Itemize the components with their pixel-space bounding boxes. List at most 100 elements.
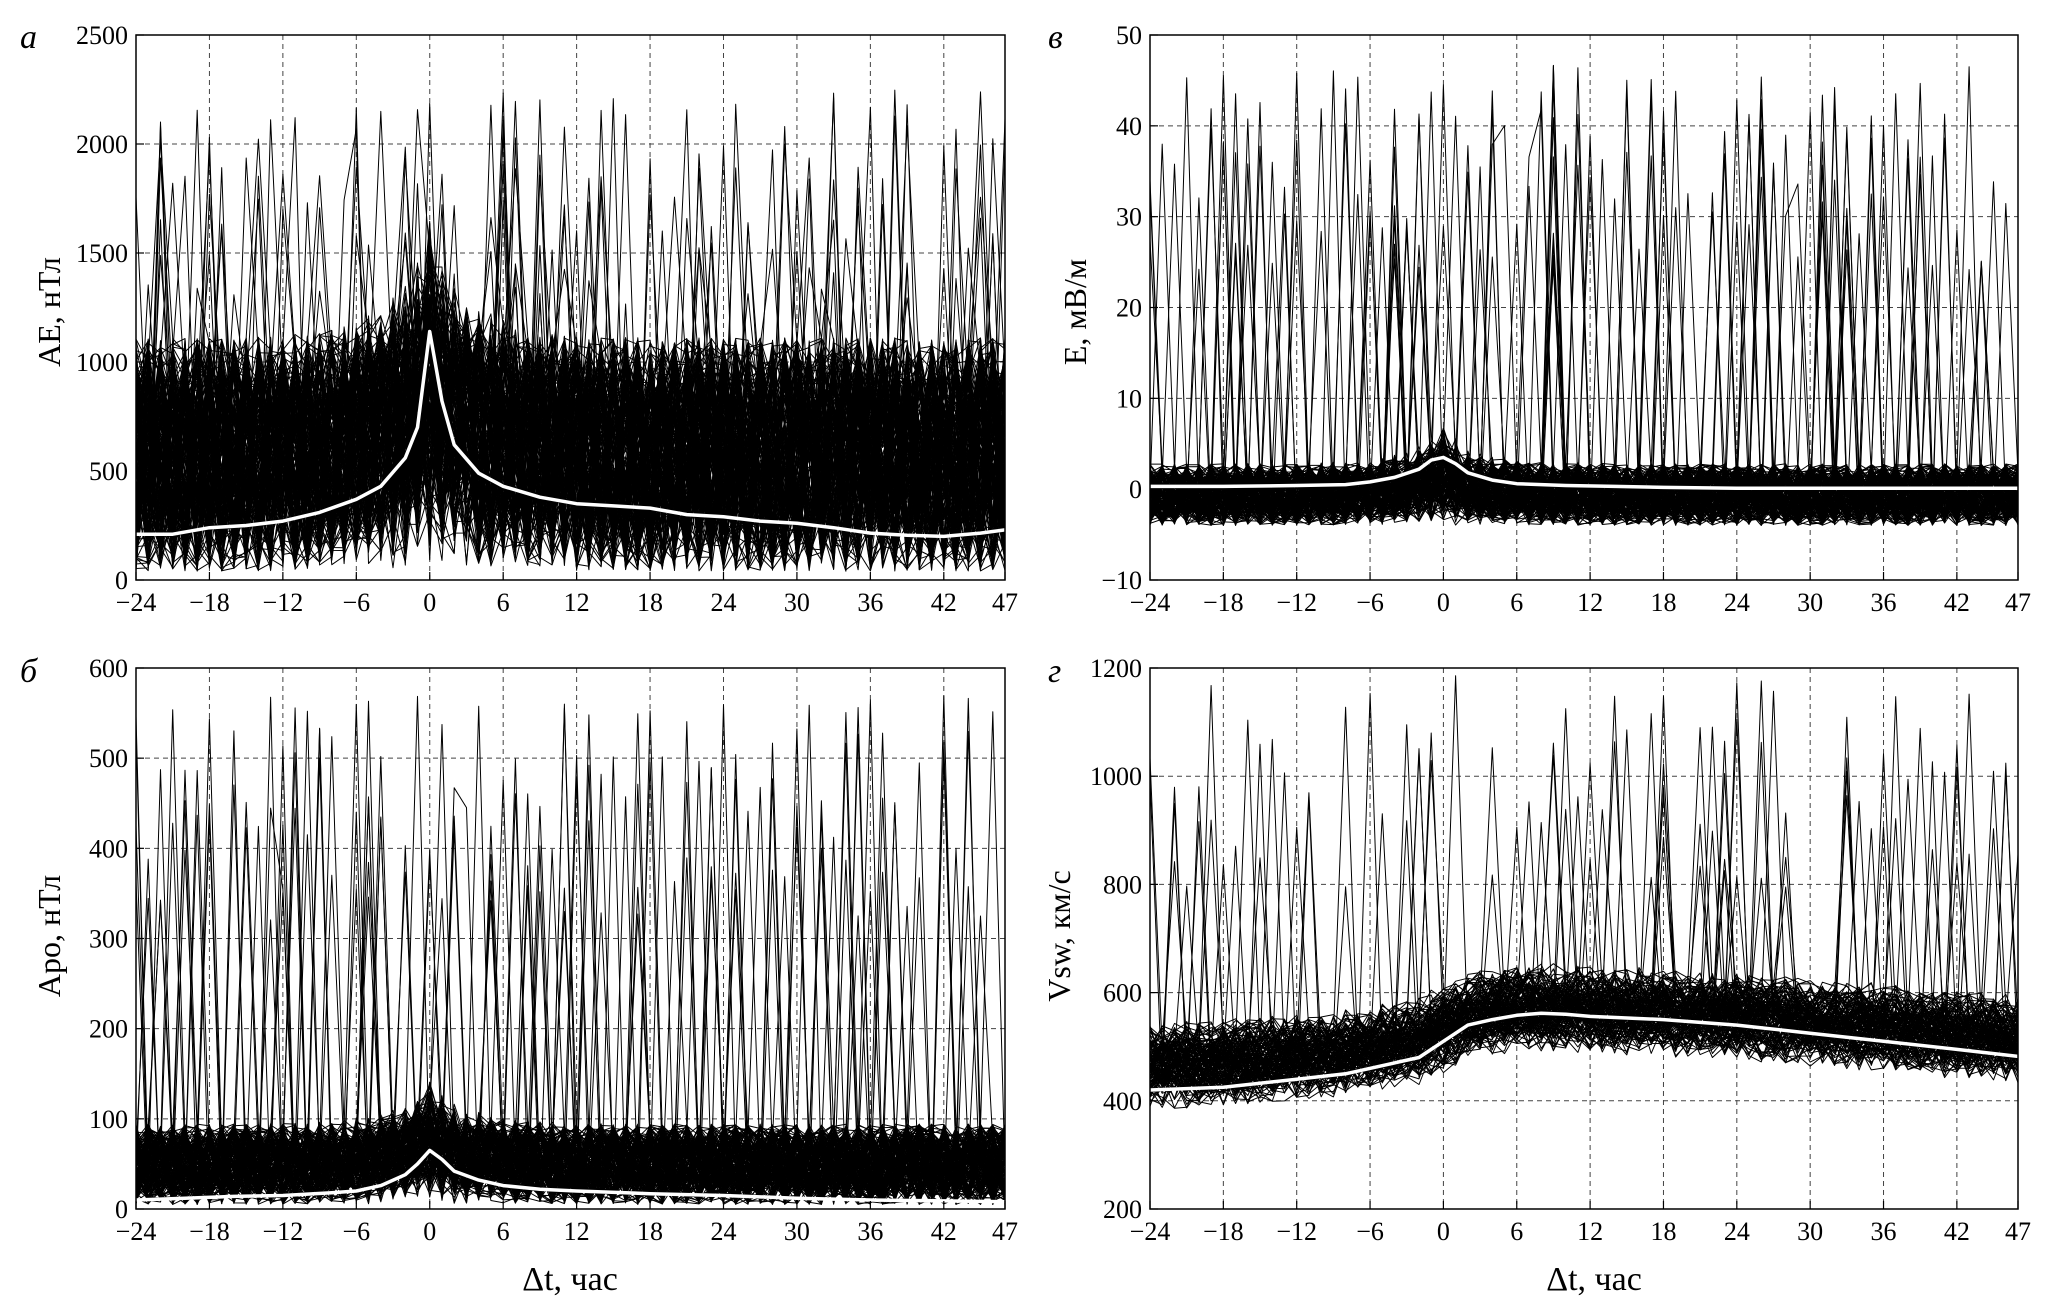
x-tick-label: −24: [116, 1217, 157, 1246]
x-tick-label: 42: [1944, 588, 1970, 617]
event-trace: [136, 915, 1005, 1202]
event-trace: [1150, 459, 2018, 525]
x-tick-label: −12: [263, 588, 304, 617]
event-trace: [1150, 233, 2018, 525]
y-tick-label: 400: [89, 834, 128, 863]
x-tick-label: 18: [637, 588, 663, 617]
x-tick-label: 18: [637, 1217, 663, 1246]
mean-curve: [1150, 455, 2018, 491]
event-trace: [136, 786, 1005, 1205]
y-tick-label: 400: [1103, 1087, 1142, 1116]
event-trace: [1150, 998, 2018, 1093]
panel-label-b: б: [20, 653, 39, 690]
x-tick-label: −6: [1356, 1217, 1384, 1246]
x-tick-label: 36: [857, 1217, 883, 1246]
y-tick-label: 20: [1116, 294, 1142, 323]
y-tick-label: 1500: [76, 239, 128, 268]
x-tick-label: −18: [1203, 588, 1244, 617]
y-tick-label: 10: [1116, 384, 1142, 413]
plot-frame: [135, 34, 1006, 581]
x-tick-label: −12: [1276, 1217, 1317, 1246]
event-trace: [136, 891, 1005, 1203]
event-trace: [136, 92, 1005, 566]
x-tick-label: 47: [2005, 588, 2031, 617]
event-trace: [136, 804, 1005, 1205]
event-trace: [1150, 976, 2018, 1073]
event-trace: [136, 217, 1005, 564]
x-axis-label-right: Δt, час: [1546, 1261, 1642, 1298]
event-trace: [1150, 706, 2018, 1073]
y-tick-label: 0: [115, 1195, 128, 1224]
x-tick-label: 12: [1577, 588, 1603, 617]
x-tick-label: 36: [1871, 1217, 1897, 1246]
y-tick-label: 800: [1103, 870, 1142, 899]
x-tick-label: 36: [1871, 588, 1897, 617]
event-trace: [136, 299, 1005, 570]
y-axis-label-e: E, мВ/м: [1057, 259, 1093, 365]
y-tick-label: 1000: [76, 348, 128, 377]
event-trace: [1150, 826, 2018, 1065]
y-tick-label: 2000: [76, 130, 128, 159]
event-trace: [136, 309, 1005, 562]
trace-ensemble: [136, 695, 1005, 1205]
y-tick-label: 600: [1103, 979, 1142, 1008]
x-tick-label: 47: [992, 1217, 1018, 1246]
mean-curve: [136, 1148, 1005, 1204]
x-axis-label-left: Δt, час: [522, 1261, 618, 1298]
y-tick-label: −10: [1101, 566, 1142, 595]
event-trace: [1150, 462, 2018, 524]
event-trace: [136, 300, 1005, 570]
event-trace: [136, 756, 1005, 1202]
event-trace: [136, 106, 1005, 571]
x-tick-label: 24: [710, 588, 736, 617]
x-tick-label: −12: [263, 1217, 304, 1246]
x-tick-label: 12: [1577, 1217, 1603, 1246]
x-tick-label: 24: [1724, 1217, 1750, 1246]
panel-ae: а AE, нТл −24 −18 −12 −6 0 6 12 18 24 30 36 42 47 0 50…: [20, 19, 1018, 617]
x-tick-label: −24: [116, 588, 157, 617]
event-trace: [136, 175, 1005, 567]
plot-frame: [1149, 667, 2019, 1210]
x-tick-label: 24: [1724, 588, 1750, 617]
event-trace: [136, 732, 1005, 1203]
x-tick-label: 6: [1510, 588, 1523, 617]
x-tick-label: 0: [1437, 588, 1450, 617]
x-tick-label: 6: [1510, 1217, 1523, 1246]
y-tick-label: 1200: [1090, 654, 1142, 683]
y-tick-label: 40: [1116, 112, 1142, 141]
y-axis-label-ae: AE, нТл: [31, 257, 67, 367]
x-tick-label: −24: [1130, 588, 1171, 617]
event-trace: [1150, 1006, 2018, 1103]
x-tick-label: 30: [784, 1217, 810, 1246]
x-tick-label: 12: [564, 588, 590, 617]
event-trace: [136, 340, 1005, 570]
x-tick-label: 24: [710, 1217, 736, 1246]
event-trace: [136, 1125, 1005, 1205]
event-trace: [1150, 1016, 2018, 1109]
x-tick-label: 36: [857, 588, 883, 617]
x-tick-label: 42: [931, 588, 957, 617]
y-tick-label: 600: [89, 654, 128, 683]
event-trace: [1150, 64, 2018, 524]
event-trace: [136, 100, 1005, 572]
y-tick-label: 200: [1103, 1195, 1142, 1224]
event-trace: [1150, 1009, 2018, 1098]
x-tick-label: −18: [1203, 1217, 1244, 1246]
x-tick-label: −6: [1356, 588, 1384, 617]
panel-e: в E, мВ/м −24 −18 −12 −6 0 6 12 18 24 30 36 42 47 −10…: [1048, 19, 2031, 617]
y-tick-label: 0: [1129, 475, 1142, 504]
event-trace: [1150, 1009, 2018, 1108]
event-trace: [1150, 452, 2018, 526]
y-tick-label: 500: [89, 457, 128, 486]
x-tick-label: 6: [497, 588, 510, 617]
x-tick-label: 0: [423, 588, 436, 617]
trace-ensemble: [1150, 675, 2018, 1109]
y-tick-label: 200: [89, 1015, 128, 1044]
y-tick-label: 50: [1116, 21, 1142, 50]
panel-label-d: г: [1048, 653, 1061, 690]
x-tick-label: 18: [1650, 588, 1676, 617]
y-tick-label: 100: [89, 1105, 128, 1134]
panel-vsw: г Vsw, км/с Δt, час −24 −18 −12 −6 0 6 12 18 24 3…: [1041, 653, 2031, 1298]
x-tick-label: 30: [784, 588, 810, 617]
